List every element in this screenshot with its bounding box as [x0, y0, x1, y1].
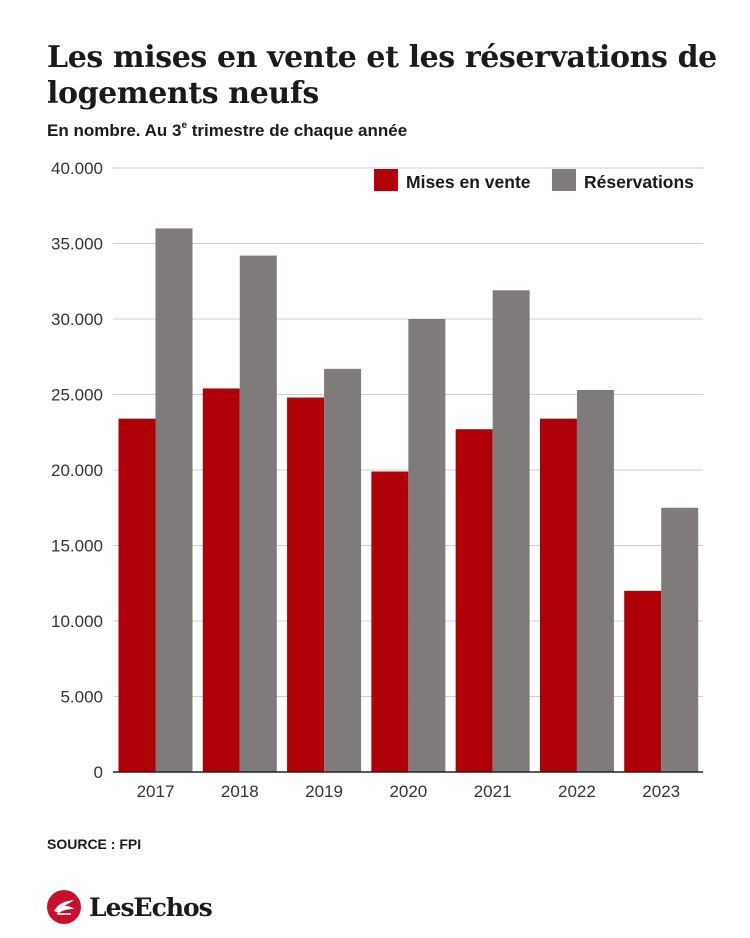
x-tick-label: 2022: [558, 782, 596, 801]
y-tick-label: 15.000: [51, 537, 103, 556]
brand: LesEchos: [47, 890, 213, 924]
y-tick-label: 0: [94, 763, 103, 782]
brand-name: LesEchos: [89, 892, 213, 922]
x-tick-label: 2017: [137, 782, 175, 801]
bar-mises-en-vente: [624, 590, 662, 772]
subtitle-main: En nombre. Au 3: [47, 121, 182, 140]
legend-swatch-reservations: [552, 169, 576, 191]
x-tick-label: 2018: [221, 782, 259, 801]
bar-mises-en-vente: [118, 418, 156, 772]
bar-reservations: [155, 228, 193, 772]
bar-mises-en-vente: [539, 418, 577, 772]
subtitle-superscript: e: [181, 120, 188, 131]
source-note: SOURCE : FPI: [47, 836, 142, 852]
bar-mises-en-vente: [455, 429, 493, 772]
y-tick-label: 5.000: [60, 688, 103, 707]
y-tick-label: 35.000: [51, 235, 103, 254]
bar-reservations: [576, 389, 614, 772]
bar-mises-en-vente: [287, 397, 325, 772]
bar-reservations: [324, 368, 362, 772]
bar-reservations: [408, 319, 446, 772]
y-tick-label: 30.000: [51, 310, 103, 329]
axes: 0 5.000 10.000 15.000 20.000 25.000 30.000 35.0…: [51, 159, 703, 801]
bar-reservations: [492, 290, 530, 772]
legend: Mises en vente Réservations: [374, 169, 694, 192]
bar-chart: 0 5.000 10.000 15.000 20.000 25.000 30.000 35.0…: [51, 159, 703, 801]
y-tick-label: 20.000: [51, 461, 103, 480]
y-tick-label: 40.000: [51, 159, 103, 178]
y-tick-label: 25.000: [51, 386, 103, 405]
les-echos-logo-icon: [47, 890, 81, 924]
chart-subtitle: En nombre. Au 3e trimestre de chaque ann…: [47, 120, 408, 141]
legend-label-reservations: Réservations: [584, 172, 694, 192]
subtitle-rest: trimestre de chaque année: [187, 121, 408, 140]
x-tick-label: 2021: [474, 782, 512, 801]
bar-mises-en-vente: [202, 388, 240, 772]
bar-reservations: [661, 507, 699, 772]
bar-mises-en-vente: [371, 471, 409, 772]
chart-title: Les mises en vente et les réservations d…: [47, 40, 717, 111]
legend-swatch-mises-en-vente: [374, 169, 398, 191]
x-tick-label: 2020: [389, 782, 427, 801]
legend-label-mises-en-vente: Mises en vente: [406, 172, 531, 192]
x-tick-label: 2019: [305, 782, 343, 801]
y-tick-label: 10.000: [51, 612, 103, 631]
bars: [118, 228, 699, 772]
x-tick-label: 2023: [642, 782, 680, 801]
bar-reservations: [239, 255, 277, 772]
